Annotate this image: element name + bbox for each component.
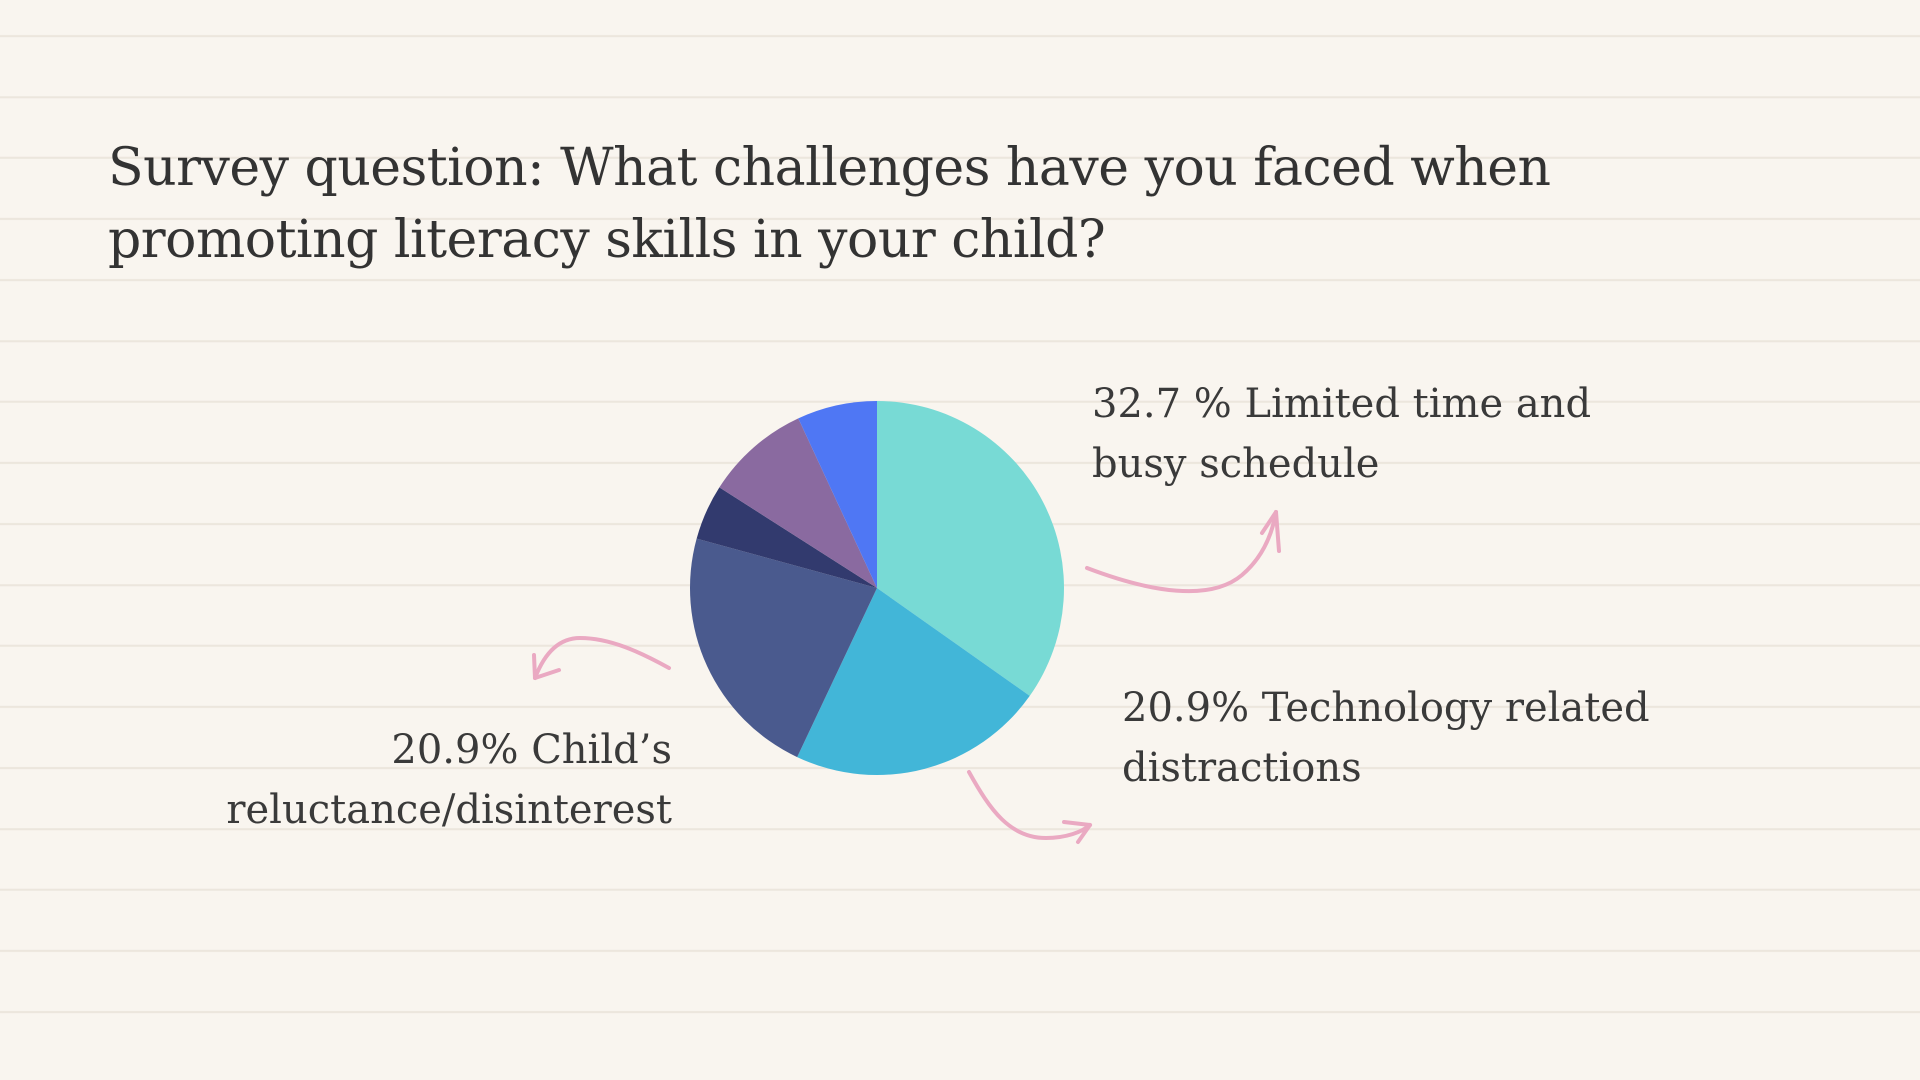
pie-slices — [689, 401, 1064, 776]
annotation-limited-time: 32.7 % Limited time and busy schedule — [1092, 374, 1652, 494]
pie-slice-4 — [696, 487, 877, 588]
annotation-technology-distractions: 20.9% Technology related distractions — [1122, 678, 1682, 798]
arrow-technology — [967, 770, 1092, 844]
pie-slice-limited-time-and-busy-schedule — [877, 401, 1064, 696]
survey-question-title: Survey question: What challenges have yo… — [108, 138, 1551, 270]
pie-slice-child-s-reluctance-disinterest — [689, 538, 877, 758]
pie-slice-technology-related-distractions — [797, 588, 1030, 776]
annotation-technology-line1: 20.9% Technology related — [1122, 685, 1650, 731]
annotation-child-line2: reluctance/disinterest — [226, 787, 672, 833]
annotation-arrows — [532, 510, 1281, 844]
pie-slice-5 — [719, 418, 877, 588]
pie-slice-6 — [798, 401, 877, 588]
annotation-child-reluctance: 20.9% Child’s reluctance/disinterest — [160, 720, 672, 840]
annotation-child-line1: 20.9% Child’s — [391, 727, 672, 773]
annotation-limited-time-line2: busy schedule — [1092, 441, 1380, 487]
annotation-limited-time-line1: 32.7 % Limited time and — [1092, 381, 1592, 427]
annotation-technology-line2: distractions — [1122, 745, 1362, 791]
arrow-child-reluctance — [532, 636, 671, 680]
arrow-limited-time — [1085, 510, 1281, 594]
